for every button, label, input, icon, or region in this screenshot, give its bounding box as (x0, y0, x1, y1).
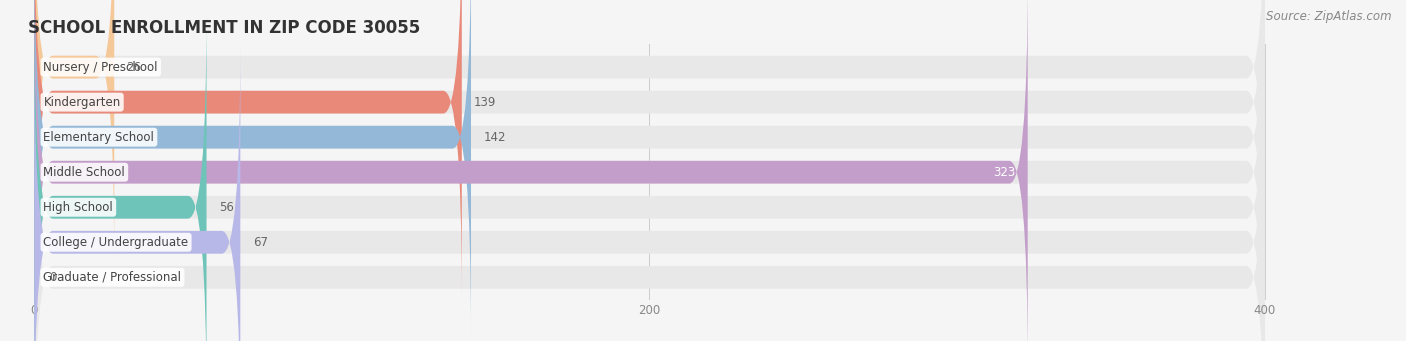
Text: 323: 323 (993, 166, 1015, 179)
FancyBboxPatch shape (34, 0, 461, 301)
Text: Middle School: Middle School (44, 166, 125, 179)
FancyBboxPatch shape (34, 0, 1264, 336)
Text: Graduate / Professional: Graduate / Professional (44, 271, 181, 284)
Text: Elementary School: Elementary School (44, 131, 155, 144)
FancyBboxPatch shape (34, 0, 1264, 341)
Text: 142: 142 (484, 131, 506, 144)
FancyBboxPatch shape (34, 78, 1264, 341)
Text: SCHOOL ENROLLMENT IN ZIP CODE 30055: SCHOOL ENROLLMENT IN ZIP CODE 30055 (28, 19, 420, 37)
Text: Kindergarten: Kindergarten (44, 95, 121, 109)
Text: 26: 26 (127, 61, 142, 74)
FancyBboxPatch shape (34, 9, 1264, 341)
FancyBboxPatch shape (34, 0, 1264, 266)
Text: Nursery / Preschool: Nursery / Preschool (44, 61, 157, 74)
FancyBboxPatch shape (34, 43, 1264, 341)
FancyBboxPatch shape (34, 0, 1028, 341)
Text: 67: 67 (253, 236, 267, 249)
FancyBboxPatch shape (34, 0, 471, 336)
Text: College / Undergraduate: College / Undergraduate (44, 236, 188, 249)
FancyBboxPatch shape (34, 43, 240, 341)
FancyBboxPatch shape (34, 0, 1264, 301)
Text: High School: High School (44, 201, 114, 214)
Text: 56: 56 (219, 201, 233, 214)
FancyBboxPatch shape (34, 0, 114, 266)
FancyBboxPatch shape (34, 9, 207, 341)
Text: 0: 0 (49, 271, 58, 284)
Text: 139: 139 (474, 95, 496, 109)
Text: Source: ZipAtlas.com: Source: ZipAtlas.com (1267, 10, 1392, 23)
